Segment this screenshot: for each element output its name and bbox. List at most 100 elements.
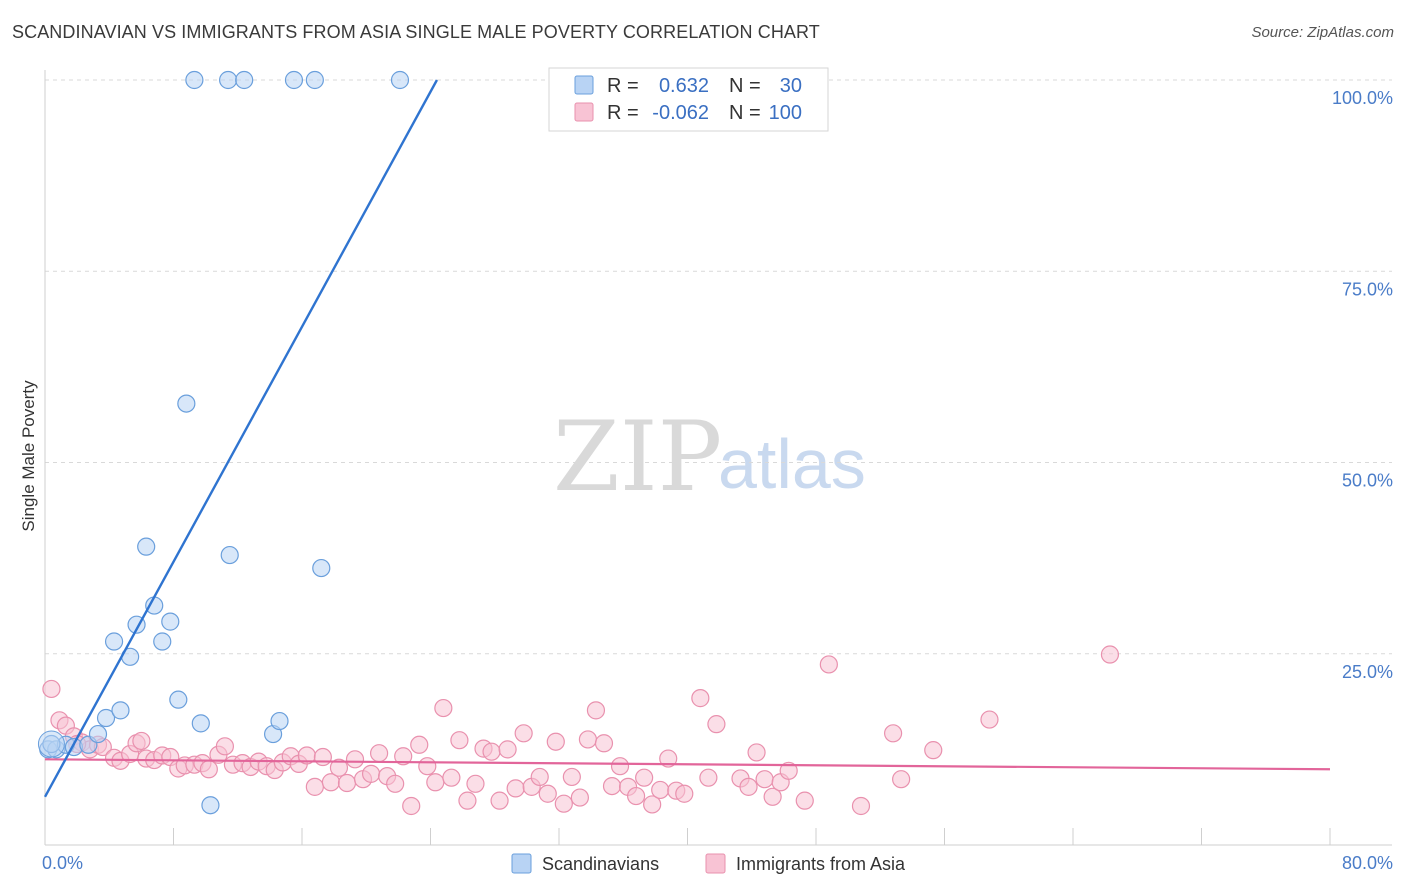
immigrants-point-67 xyxy=(578,730,598,749)
immigrants-point-63 xyxy=(546,732,565,751)
scandinavians-point-27 xyxy=(305,70,324,90)
scandinavians-point-28 xyxy=(390,70,410,90)
scandinavians-point-7 xyxy=(104,632,124,651)
immigrants-point-76 xyxy=(651,780,670,800)
scandinavians-point-8 xyxy=(111,701,130,720)
immigrants-point-89 xyxy=(779,761,798,780)
immigrants-point-84 xyxy=(739,777,758,796)
y-tick-label-2: 75.0% xyxy=(1342,279,1393,299)
series-legend: Scandinavians Immigrants from Asia xyxy=(511,853,906,874)
immigrants-point-66 xyxy=(570,788,589,807)
trend-lines xyxy=(43,79,1331,798)
immigrants-point-41 xyxy=(370,744,389,763)
bottom-legend-label-scandinavians: Scandinavians xyxy=(542,854,659,874)
immigrants-point-77 xyxy=(659,749,678,768)
immigrants-point-85 xyxy=(747,743,766,762)
stats-legend-frame xyxy=(548,67,829,132)
y-tick-label-1: 50.0% xyxy=(1342,471,1393,491)
scandinavians-point-18 xyxy=(201,796,220,815)
immigrants-point-68 xyxy=(586,701,606,720)
scandinavians-point-14 xyxy=(161,612,180,631)
trend-line-immigrants-from-asia xyxy=(44,758,1331,771)
legend-swatch-scandinavians xyxy=(574,75,594,95)
watermark-atlas: atlas xyxy=(718,425,866,503)
immigrants-point-65 xyxy=(562,767,581,787)
scandinavians-point-19 xyxy=(220,545,239,565)
immigrants-point-57 xyxy=(498,740,517,759)
legend-r-label-1: R = xyxy=(607,75,639,97)
immigrants-point-53 xyxy=(466,774,485,793)
immigrants-point-98 xyxy=(132,731,151,751)
y-axis-title: Single Male Poverty xyxy=(19,380,38,532)
immigrants-point-69 xyxy=(594,734,614,753)
immigrants-point-58 xyxy=(506,779,525,798)
series-scandinavians xyxy=(37,70,410,815)
legend-n-value-1: 30 xyxy=(780,75,802,97)
trend-line-scandinavians xyxy=(43,79,438,798)
immigrants-point-82 xyxy=(707,715,726,734)
immigrants-point-95 xyxy=(924,741,943,760)
immigrants-point-46 xyxy=(410,735,429,754)
x-tick-label-max: 80.0% xyxy=(1342,853,1393,873)
immigrants-point-62 xyxy=(538,784,557,803)
y-tick-label-0: 25.0% xyxy=(1342,662,1393,682)
legend-r-label-2: R = xyxy=(607,102,639,124)
scandinavians-point-15 xyxy=(169,690,188,709)
scandinavians-cluster-point xyxy=(37,730,65,758)
scandinavians-point-23 xyxy=(185,70,204,90)
scandinavians-point-26 xyxy=(284,70,304,90)
immigrants-point-73 xyxy=(626,786,646,806)
immigrants-point-44 xyxy=(394,747,413,766)
immigrants-point-52 xyxy=(458,791,477,810)
immigrants-point-51 xyxy=(450,731,469,750)
immigrants-point-74 xyxy=(635,768,654,787)
legend-n-value-2: 100 xyxy=(769,102,802,124)
scandinavians-point-13 xyxy=(153,632,172,651)
legend-r-value-1: 0.632 xyxy=(659,75,709,97)
immigrants-point-97 xyxy=(1100,645,1120,664)
immigrants-point-49 xyxy=(434,698,453,718)
immigrants-point-71 xyxy=(610,757,630,776)
immigrants-point-50 xyxy=(442,768,461,787)
scandinavians-point-5 xyxy=(88,724,108,744)
legend-n-label-1: N = xyxy=(729,75,761,97)
immigrants-point-81 xyxy=(699,768,718,787)
scandinavians-point-6 xyxy=(96,708,116,728)
legend-n-label-2: N = xyxy=(729,102,761,124)
chart-title: SCANDINAVIAN VS IMMIGRANTS FROM ASIA SIN… xyxy=(12,22,820,42)
immigrants-point-20 xyxy=(199,760,218,779)
immigrants-point-47 xyxy=(418,757,437,776)
legend-r-value-2: -0.062 xyxy=(652,102,709,124)
bottom-legend-swatch-scandinavians xyxy=(511,853,532,874)
immigrants-point-38 xyxy=(345,750,365,769)
immigrants-point-61 xyxy=(530,767,549,787)
immigrants-point-96 xyxy=(980,710,999,729)
immigrants-point-45 xyxy=(402,796,421,816)
scandinavians-point-25 xyxy=(235,70,254,90)
scandinavians-point-24 xyxy=(219,70,238,90)
immigrants-point-91 xyxy=(819,655,838,674)
immigrants-point-75 xyxy=(643,795,662,814)
immigrants-point-55 xyxy=(482,742,501,761)
axes xyxy=(44,70,1392,846)
y-tick-label-3: 100.0% xyxy=(1332,88,1393,108)
scandinavians-point-21 xyxy=(270,711,289,731)
immigrants-point-79 xyxy=(675,784,694,803)
immigrants-point-93 xyxy=(883,724,903,743)
immigrants-point-37 xyxy=(337,773,357,793)
immigrants-point-22 xyxy=(215,737,234,756)
immigrants-point-56 xyxy=(490,791,509,810)
source-credit: Source: ZipAtlas.com xyxy=(1251,24,1394,41)
x-tick-label-min: 0.0% xyxy=(42,853,83,873)
immigrants-point-64 xyxy=(554,794,573,813)
scandinavians-point-17 xyxy=(191,714,210,733)
immigrants-point-86 xyxy=(755,770,774,789)
immigrants-point-80 xyxy=(691,689,710,708)
immigrants-point-94 xyxy=(892,770,911,789)
series-immigrants-from-asia xyxy=(42,645,1120,816)
legend-swatch-immigrants-from-asia xyxy=(574,102,594,122)
gridlines xyxy=(45,79,1392,655)
immigrants-point-70 xyxy=(602,776,622,796)
immigrants-point-0 xyxy=(42,679,61,699)
